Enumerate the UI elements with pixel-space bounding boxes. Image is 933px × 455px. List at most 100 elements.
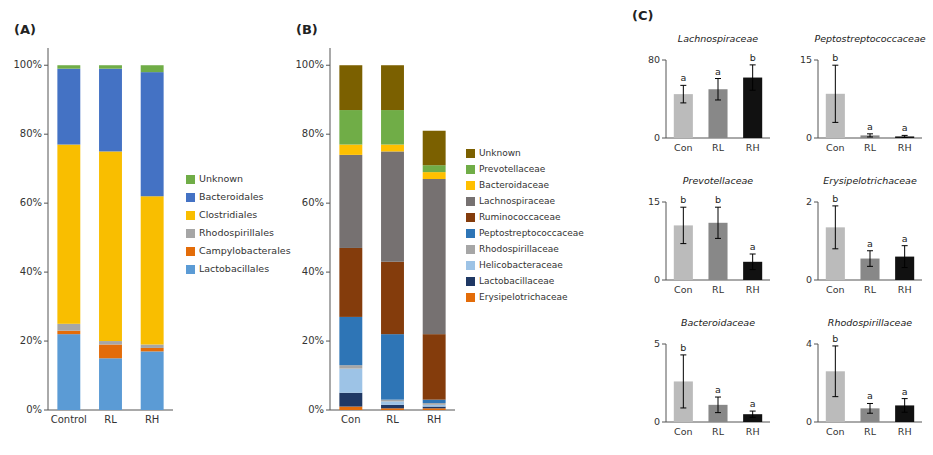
bar-segment: [423, 405, 446, 407]
error-bar: [902, 399, 908, 413]
bar-segment: [423, 179, 446, 334]
bar-segment: [57, 69, 80, 145]
y-tick: [326, 341, 330, 342]
y-tick: [326, 272, 330, 273]
y-tick: [814, 60, 818, 61]
annotations: baa: [680, 342, 755, 409]
bar-segment: [339, 65, 362, 110]
significance-label: b: [680, 194, 686, 205]
subplot-title: Peptostreptococcaceae: [814, 33, 925, 44]
bar-segment: [339, 393, 362, 407]
x-tick-label: Con: [826, 142, 844, 153]
y-axis-line: [48, 48, 49, 410]
error-bar: [902, 135, 908, 137]
bar-segment: [141, 72, 164, 196]
y-tick-label: 0: [654, 132, 660, 143]
x-tick-label: RH: [145, 414, 159, 425]
annotations: aab: [680, 52, 755, 83]
y-tick: [44, 272, 48, 273]
x-tick-label: RL: [104, 414, 117, 425]
bar-segment: [381, 408, 404, 410]
y-tick-label: 100%: [295, 59, 324, 70]
significance-label: a: [867, 121, 873, 132]
x-tick-label: RH: [427, 414, 441, 425]
legend-label: Bacteroidales: [199, 191, 264, 202]
x-tick-label: Con: [674, 426, 692, 437]
error-bar: [750, 411, 756, 417]
subplot-title: Erysipelotrichaceae: [823, 175, 917, 186]
y-axis-line: [666, 60, 667, 138]
y-tick-label: 0%: [308, 404, 324, 415]
legend-label: Bacteroidaceae: [479, 180, 549, 190]
axes: 0%20%40%60%80%100%ConRLRH: [295, 48, 455, 425]
y-tick: [814, 422, 818, 423]
x-tick-label: RL: [864, 284, 877, 295]
y-tick: [44, 410, 48, 411]
legend-label: Rhodospirillaceae: [479, 244, 559, 254]
bar-segment: [141, 344, 164, 347]
axes: 05ConRLRH: [654, 338, 770, 438]
legend-swatch: [186, 265, 195, 274]
legend-label: Peptostreptococcaceae: [479, 228, 584, 238]
legend-swatch: [466, 181, 475, 190]
x-tick-label: RH: [898, 284, 912, 295]
y-tick: [44, 65, 48, 66]
bar-segment: [141, 196, 164, 344]
y-tick: [44, 203, 48, 204]
bar-segment: [423, 403, 446, 405]
bar-segment: [339, 369, 362, 393]
legend-label: Lactobacillaceae: [479, 276, 555, 286]
y-tick-label: 0: [654, 274, 660, 285]
bar-segment: [99, 341, 122, 344]
error-bar: [715, 397, 721, 413]
y-tick: [662, 138, 666, 139]
subplot-title: Lachnospiraceae: [678, 33, 758, 44]
bar-segment: [57, 65, 80, 68]
error-bar: [867, 403, 873, 413]
legend-label: Helicobacteraceae: [479, 260, 563, 270]
y-tick: [44, 134, 48, 135]
y-axis-line: [818, 344, 819, 422]
significance-label: a: [750, 398, 756, 409]
x-tick-label: RL: [864, 142, 877, 153]
annotations: baa: [832, 333, 907, 402]
panel-title: (C): [632, 8, 653, 23]
bar-segment: [381, 145, 404, 152]
bar-segment: [141, 351, 164, 410]
subplot-title: Bacteroidaceae: [681, 317, 755, 328]
significance-label: a: [902, 122, 908, 133]
bar-segment: [57, 145, 80, 324]
legend-label: Rhodospirillales: [199, 227, 274, 238]
bar-segment: [423, 400, 446, 403]
y-tick-label: 0: [806, 274, 812, 285]
x-tick-label: RH: [898, 426, 912, 437]
bars: [674, 355, 762, 422]
error-bar: [867, 134, 873, 137]
bars: [826, 206, 914, 280]
significance-label: a: [867, 238, 873, 249]
y-tick: [326, 134, 330, 135]
bar-segment: [339, 110, 362, 144]
bar-segment: [423, 165, 446, 172]
significance-label: b: [832, 52, 838, 63]
bar-segment: [423, 172, 446, 179]
bar-segment: [141, 348, 164, 351]
y-tick: [662, 60, 666, 61]
y-tick-label: 20%: [20, 335, 42, 346]
error-bar: [750, 65, 756, 90]
error-bar: [832, 65, 838, 122]
significance-label: a: [680, 72, 686, 83]
bar-segment: [99, 344, 122, 358]
y-tick-label: 40%: [302, 266, 324, 277]
bars: [826, 346, 914, 422]
significance-label: a: [715, 384, 721, 395]
y-tick-label: 0: [806, 132, 812, 143]
axes: 0%20%40%60%80%100%ControlRLRH: [13, 48, 173, 425]
error-bar: [680, 207, 686, 243]
y-tick-label: 15: [800, 54, 812, 65]
y-tick-label: 80%: [20, 128, 42, 139]
x-tick-label: Con: [341, 414, 360, 425]
bars: [339, 65, 445, 410]
y-tick-label: 20%: [302, 335, 324, 346]
panel-title: (A): [14, 22, 36, 37]
